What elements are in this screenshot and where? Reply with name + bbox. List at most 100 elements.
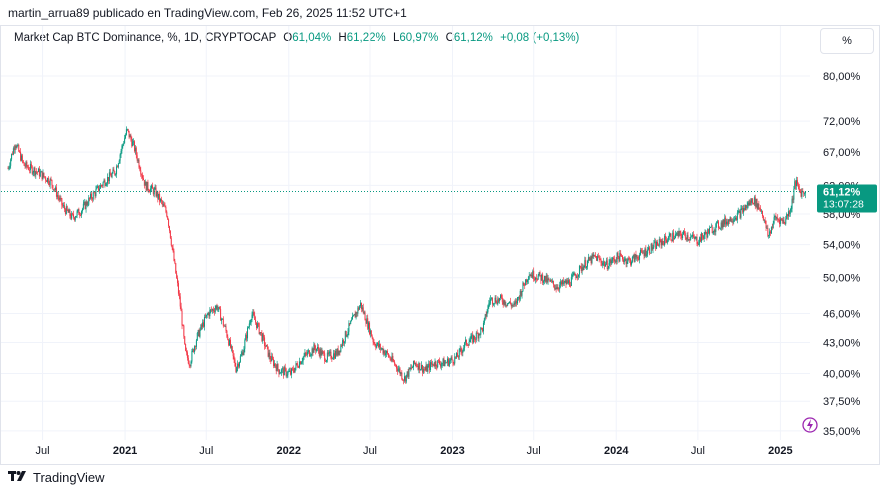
candle-body [57, 195, 59, 198]
candle-body [108, 172, 110, 181]
candle-body [495, 297, 497, 303]
candle-body [154, 187, 156, 189]
high-label: H [338, 32, 347, 44]
candle-body [255, 322, 257, 328]
candle-body [233, 356, 235, 360]
y-tick-label: 43,00% [823, 337, 861, 349]
candle-body [181, 311, 183, 326]
candle-body [369, 330, 371, 335]
candle-body [160, 198, 162, 202]
candle-body [645, 248, 647, 256]
candle-body [221, 318, 223, 320]
candle-body [156, 191, 158, 197]
candle-body [435, 361, 437, 367]
candle-body [70, 216, 72, 219]
candle-body [320, 349, 322, 356]
symbol-title[interactable]: Market Cap BTC Dominance, %, 1D, CRYPTOC… [14, 32, 277, 44]
candle-body [238, 362, 240, 367]
candle-body [403, 379, 405, 381]
candle-body [763, 220, 765, 222]
candle-body [454, 356, 456, 364]
x-tick-label: Jul [363, 445, 377, 457]
candle-body [200, 324, 202, 330]
candle-body [436, 366, 438, 368]
candle-body [733, 219, 735, 223]
candle-body [512, 304, 514, 306]
candle-body [779, 218, 781, 224]
candle-body [461, 351, 463, 353]
high-value: 61,22% [346, 32, 386, 44]
candle-body [622, 259, 624, 262]
candle-body [687, 235, 689, 240]
candle-body [393, 360, 395, 362]
candle-body [430, 362, 432, 365]
candle-body [329, 351, 331, 353]
candle-body [289, 370, 291, 372]
candle-body [472, 334, 474, 343]
candle-body [439, 360, 441, 364]
candle-body [491, 297, 493, 299]
candle-body [790, 208, 792, 212]
candle-body [792, 198, 794, 200]
candle-body [252, 312, 254, 315]
candle-body [47, 178, 49, 184]
candle-body [165, 207, 167, 212]
candle-body [396, 368, 398, 372]
candle-body [99, 188, 101, 191]
candle-body [572, 274, 574, 276]
candle-body [288, 371, 290, 373]
candle-body [603, 261, 605, 263]
candle-body [93, 192, 95, 194]
candle-body [309, 355, 311, 357]
candle-body [239, 356, 241, 363]
candle-body [425, 365, 427, 371]
candle-body [175, 263, 177, 274]
unit-toggle-button[interactable]: % [820, 28, 874, 54]
candle-body [212, 309, 214, 311]
candle-body [469, 340, 471, 342]
candle-body [771, 227, 773, 229]
candle-body [166, 211, 168, 217]
candle-body [540, 275, 542, 281]
candle-body [283, 367, 285, 376]
candle-body [691, 234, 693, 237]
candle-body [534, 279, 536, 281]
candle-body [582, 267, 584, 270]
candle-body [338, 350, 340, 355]
candle-body [683, 231, 685, 235]
candle-body [194, 346, 196, 352]
candle-body [144, 181, 146, 186]
candle-body [232, 350, 234, 357]
candle-body [627, 258, 629, 262]
candle-body [735, 217, 737, 220]
candle-body [504, 300, 506, 305]
candle-body [745, 205, 747, 208]
candle-body [789, 211, 791, 215]
candle-body [660, 240, 662, 246]
candle-body [115, 174, 117, 176]
candle-body [585, 260, 587, 269]
candle-body [774, 215, 776, 218]
candle-body [377, 342, 379, 345]
candle-body [625, 258, 627, 264]
y-tick-label: 40,00% [823, 369, 861, 381]
candle-body [253, 312, 255, 316]
candle-body [683, 231, 685, 234]
candle-body [60, 198, 62, 199]
candle-body [50, 178, 52, 180]
candle-body [602, 262, 604, 266]
tradingview-footer[interactable]: TradingView [8, 470, 105, 485]
candle-body [621, 255, 623, 257]
candle-body [242, 352, 244, 355]
candle-body [662, 240, 664, 243]
candle-body [353, 314, 355, 316]
candle-body [587, 257, 589, 262]
candle-body [462, 349, 464, 353]
candle-body [73, 217, 75, 220]
candle-body [760, 208, 762, 211]
candle-body [737, 211, 739, 213]
candle-body [322, 351, 324, 353]
candle-body [631, 256, 633, 262]
candle-body [543, 281, 545, 283]
